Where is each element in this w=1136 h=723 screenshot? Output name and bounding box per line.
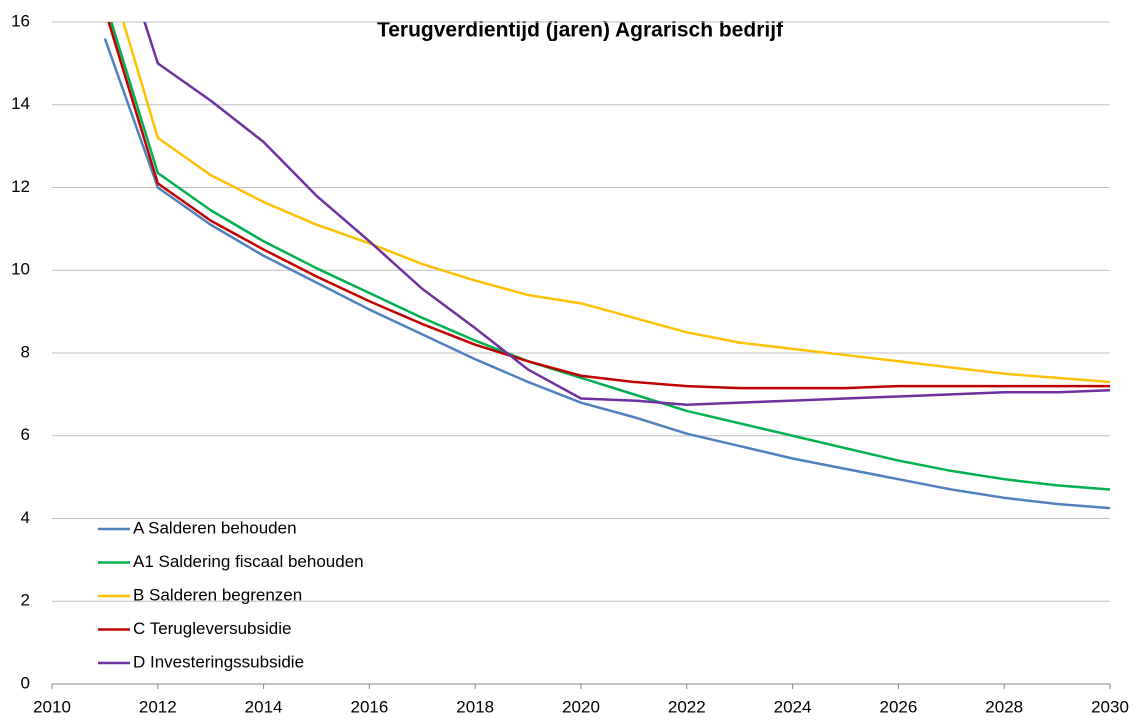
legend-label: A1 Saldering fiscaal behouden <box>133 552 364 571</box>
chart-title: Terugverdientijd (jaren) Agrarisch bedri… <box>377 19 784 42</box>
x-tick-label: 2010 <box>33 697 71 716</box>
line <box>107 22 1110 390</box>
x-tick-label: 2018 <box>456 697 494 716</box>
y-tick-label: 4 <box>21 508 30 527</box>
line <box>122 22 1111 384</box>
x-tick-label: 2012 <box>139 697 177 716</box>
x-tick-label: 2020 <box>562 697 600 716</box>
x-tick-label: 2016 <box>350 697 388 716</box>
x-tick-label: 2024 <box>774 697 812 716</box>
y-tick-label: 16 <box>11 11 30 30</box>
legend-label: C Terugleversubsidie <box>133 619 291 638</box>
x-tick-label: 2022 <box>668 697 706 716</box>
line <box>109 22 1111 491</box>
y-tick-label: 6 <box>21 425 30 444</box>
y-tick-label: 14 <box>11 94 30 113</box>
y-tick-label: 0 <box>21 673 30 692</box>
x-tick-label: 2014 <box>245 697 283 716</box>
y-tick-label: 8 <box>21 342 30 361</box>
y-tick-label: 10 <box>11 260 30 279</box>
legend-label: D Investeringssubsidie <box>133 652 304 671</box>
y-tick-label: 2 <box>21 591 30 610</box>
legend-label: B Salderen begrenzen <box>133 585 302 604</box>
x-tick-label: 2030 <box>1091 697 1129 716</box>
line <box>143 22 1111 406</box>
x-tick-label: 2026 <box>879 697 917 716</box>
plot-area <box>103 22 1111 510</box>
y-tick-label: 12 <box>11 177 30 196</box>
legend-label: A Salderen behouden <box>133 518 297 537</box>
line <box>103 38 1111 510</box>
x-tick-label: 2028 <box>985 697 1023 716</box>
